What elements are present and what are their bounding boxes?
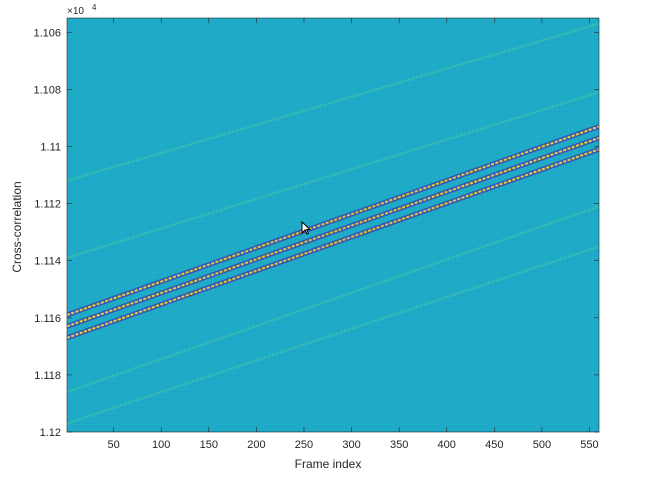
x-tick-label: 50 [108,439,120,451]
y-exponent-power: 4 [92,3,97,12]
x-tick-label: 400 [438,439,456,451]
x-tick-label: 450 [485,439,503,451]
band-core [67,91,599,259]
x-axis-ticks: 50 100 150 200 250 300 350 400 450 500 550 [108,18,599,451]
band-core [67,136,599,328]
y-tick-label: 1.116 [34,313,61,325]
y-tick-label: 1.106 [33,27,61,39]
y-tick-label: 1.118 [34,370,61,382]
x-tick-label: 100 [152,439,170,451]
x-tick-label: 200 [247,439,265,451]
y-tick-label: 1.108 [33,84,61,96]
band-core [67,125,599,316]
x-tick-label: 150 [200,439,218,451]
mouse-cursor-icon [301,221,311,235]
plot-area [66,17,600,433]
band-core [67,205,599,393]
x-tick-label: 550 [580,439,598,451]
y-tick-label: 1.12 [40,427,61,439]
y-tick-label: 1.112 [34,199,61,211]
plot-frame [66,17,600,433]
y-tick-label: 1.11 [40,141,61,153]
x-tick-label: 250 [295,439,313,451]
x-tick-label: 350 [390,439,408,451]
band-core [67,148,599,339]
x-axis-label: Frame index [295,457,362,471]
x-tick-label: 300 [342,439,360,451]
y-exponent-base: ×10 [67,6,84,17]
y-axis-label: Cross-correlation [10,181,24,272]
band-core [67,245,599,425]
band-core [67,23,599,182]
y-axis-ticks: 1.106 1.108 1.11 1.112 1.114 1.116 1.118 1.12 [33,27,599,439]
y-tick-label: 1.114 [34,256,61,268]
plot-background [67,18,599,432]
x-tick-label: 500 [533,439,551,451]
bands-layer [67,22,599,425]
